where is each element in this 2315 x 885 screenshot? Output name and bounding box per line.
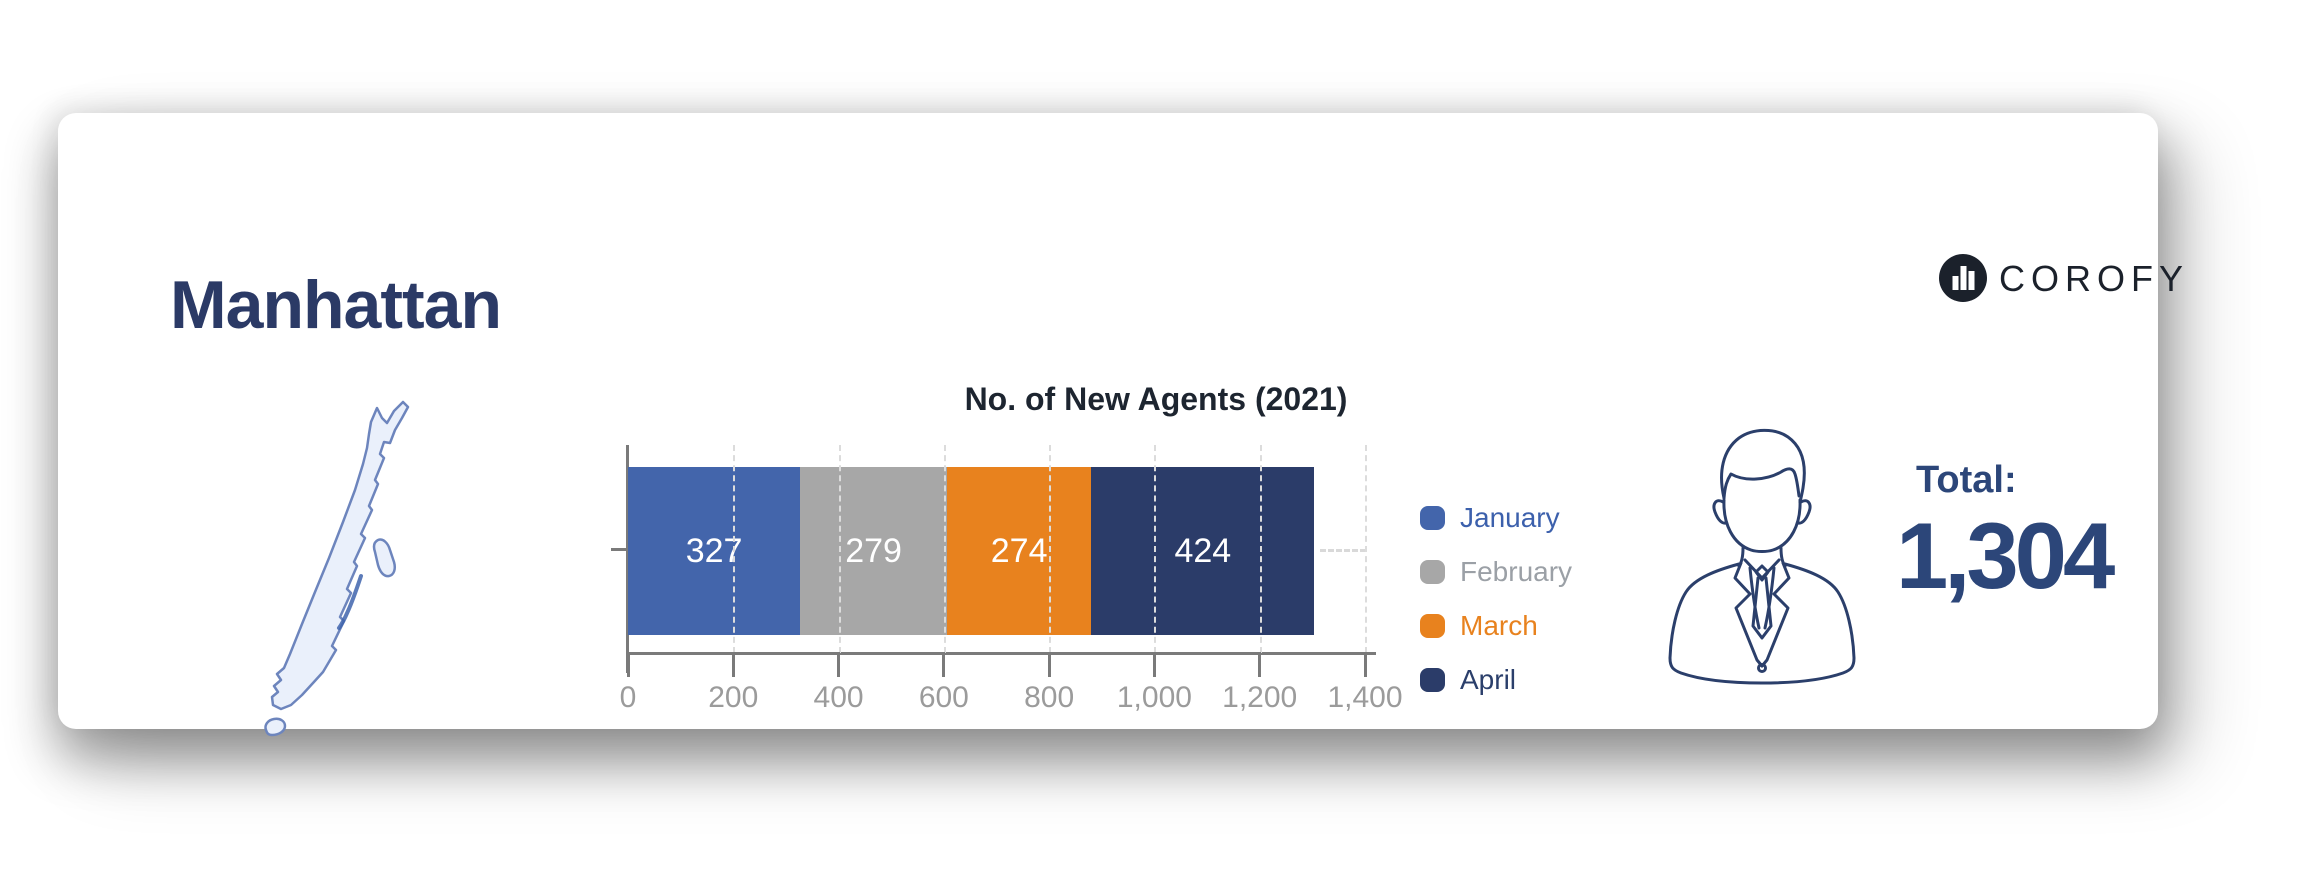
report-card: Manhattan COROFY No. of New Agents (2021… — [58, 113, 2183, 737]
x-gridline-800 — [1049, 445, 1052, 653]
x-gridline-200 — [733, 445, 736, 653]
corofy-logo: COROFY — [1939, 254, 2189, 302]
small-island — [264, 717, 287, 737]
region-title: Manhattan — [170, 267, 502, 343]
x-tick-1400 — [1363, 652, 1367, 677]
legend-label-january: January — [1460, 501, 1560, 533]
legend-marker-april — [1420, 667, 1445, 692]
bar-segment-february: 279 — [800, 467, 947, 635]
corofy-logo-icon — [1939, 254, 1987, 302]
roosevelt-island — [372, 538, 397, 578]
x-gridline-400 — [838, 445, 841, 653]
legend-marker-march — [1420, 613, 1445, 638]
x-tick-800 — [1047, 652, 1051, 677]
x-tick-label-1000: 1,000 — [1116, 681, 1192, 714]
x-tick-200 — [731, 652, 735, 677]
legend-item-april: April — [1420, 664, 1572, 695]
corofy-logo-text: COROFY — [1999, 258, 2190, 299]
x-tick-1200 — [1258, 652, 1262, 677]
x-tick-600 — [942, 652, 946, 677]
plot-area: 327 279 274 424 0 200 400 600 800 1,000 1,200 1,40… — [611, 445, 1403, 745]
x-tick-label-0: 0 — [619, 681, 637, 714]
bar-value-label: 424 — [1174, 531, 1232, 570]
x-tick-label-600: 600 — [918, 681, 969, 714]
bar-segment-january: 327 — [628, 467, 801, 635]
chart-legend: January February March April — [1420, 502, 1572, 695]
x-tick-1000 — [1152, 652, 1156, 677]
bar-value-label: 279 — [845, 531, 902, 570]
x-tick-label-800: 800 — [1024, 681, 1075, 714]
legend-marker-february — [1420, 559, 1445, 584]
east-shore-accent — [337, 574, 363, 630]
x-axis-line — [626, 652, 1376, 655]
y-axis-category-tick — [611, 548, 628, 551]
bar-segment-april: 424 — [1091, 467, 1315, 635]
legend-item-february: February — [1420, 556, 1572, 587]
manhattan-main-island — [270, 400, 410, 711]
x-tick-0 — [626, 652, 630, 677]
x-tick-label-1400: 1,400 — [1327, 681, 1403, 714]
manhattan-map-icon — [264, 400, 410, 737]
total-label: Total: — [1916, 459, 2017, 501]
legend-label-february: February — [1460, 555, 1573, 587]
bar-value-label: 274 — [990, 531, 1048, 570]
x-tick-400 — [837, 652, 841, 677]
y-axis-line — [626, 445, 629, 673]
business-person-icon — [1668, 428, 1856, 685]
legend-label-march: March — [1460, 609, 1538, 641]
chart-title: No. of New Agents (2021) — [964, 381, 1348, 417]
x-gridline-600 — [943, 445, 946, 653]
x-tick-label-400: 400 — [813, 681, 864, 714]
x-tick-label-200: 200 — [708, 681, 759, 714]
bar-segment-march: 274 — [947, 467, 1092, 635]
x-tick-label-1200: 1,200 — [1222, 681, 1298, 714]
x-gridline-1400 — [1365, 445, 1367, 653]
bar-value-label: 327 — [685, 531, 743, 570]
legend-marker-january — [1420, 505, 1445, 530]
legend-item-january: January — [1420, 502, 1572, 533]
x-gridline-1000 — [1154, 445, 1157, 653]
stacked-bar: 327 279 274 424 — [628, 467, 1315, 635]
total-value: 1,304 — [1896, 503, 2115, 608]
legend-label-april: April — [1460, 663, 1517, 695]
legend-item-march: March — [1420, 610, 1572, 641]
category-dashed-gridline — [1320, 549, 1367, 552]
x-gridline-1200 — [1259, 445, 1262, 653]
